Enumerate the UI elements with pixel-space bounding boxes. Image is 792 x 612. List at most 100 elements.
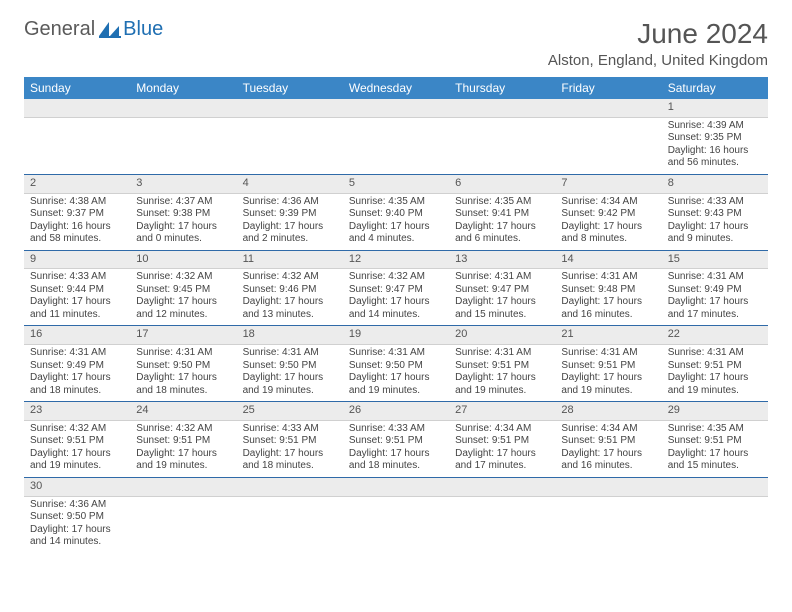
day-info: Sunrise: 4:31 AMSunset: 9:51 PMDaylight:… xyxy=(662,345,768,401)
day-info: Sunrise: 4:31 AMSunset: 9:48 PMDaylight:… xyxy=(555,269,661,325)
day-info: Sunrise: 4:35 AMSunset: 9:41 PMDaylight:… xyxy=(449,194,555,250)
daynum-row: . xyxy=(555,478,661,497)
day-info: Sunrise: 4:39 AMSunset: 9:35 PMDaylight:… xyxy=(662,118,768,174)
sunset-text: Sunset: 9:46 PM xyxy=(243,284,337,297)
day-number: 7 xyxy=(555,175,661,193)
day-number: 9 xyxy=(24,251,130,269)
calendar-cell: . xyxy=(24,99,130,174)
calendar-cell: 7Sunrise: 4:34 AMSunset: 9:42 PMDaylight… xyxy=(555,174,661,250)
sunrise-text: Sunrise: 4:39 AM xyxy=(668,120,762,133)
daylight-text: Daylight: 17 hours and 19 minutes. xyxy=(561,372,655,397)
calendar-cell: 12Sunrise: 4:32 AMSunset: 9:47 PMDayligh… xyxy=(343,250,449,326)
day-info: Sunrise: 4:37 AMSunset: 9:38 PMDaylight:… xyxy=(130,194,236,250)
calendar-week: 2Sunrise: 4:38 AMSunset: 9:37 PMDaylight… xyxy=(24,174,768,250)
calendar-cell: 27Sunrise: 4:34 AMSunset: 9:51 PMDayligh… xyxy=(449,402,555,478)
sunrise-text: Sunrise: 4:37 AM xyxy=(136,196,230,209)
sunrise-text: Sunrise: 4:31 AM xyxy=(668,271,762,284)
day-info: Sunrise: 4:33 AMSunset: 9:51 PMDaylight:… xyxy=(237,421,343,477)
day-info: Sunrise: 4:34 AMSunset: 9:42 PMDaylight:… xyxy=(555,194,661,250)
day-number: 4 xyxy=(237,175,343,193)
daynum-row: 13 xyxy=(449,251,555,270)
calendar-cell: 15Sunrise: 4:31 AMSunset: 9:49 PMDayligh… xyxy=(662,250,768,326)
daynum-row: 21 xyxy=(555,326,661,345)
daynum-row: 24 xyxy=(130,402,236,421)
day-info: Sunrise: 4:36 AMSunset: 9:39 PMDaylight:… xyxy=(237,194,343,250)
calendar-cell: . xyxy=(555,99,661,174)
daynum-row: 29 xyxy=(662,402,768,421)
sunset-text: Sunset: 9:51 PM xyxy=(136,435,230,448)
day-number: 12 xyxy=(343,251,449,269)
location-text: Alston, England, United Kingdom xyxy=(548,52,768,69)
calendar-cell: 29Sunrise: 4:35 AMSunset: 9:51 PMDayligh… xyxy=(662,402,768,478)
calendar-cell: 30Sunrise: 4:36 AMSunset: 9:50 PMDayligh… xyxy=(24,477,130,552)
day-number: 22 xyxy=(662,326,768,344)
daylight-text: Daylight: 16 hours and 56 minutes. xyxy=(668,145,762,170)
calendar-table: Sunday Monday Tuesday Wednesday Thursday… xyxy=(24,77,768,553)
calendar-cell: 9Sunrise: 4:33 AMSunset: 9:44 PMDaylight… xyxy=(24,250,130,326)
calendar-cell: 16Sunrise: 4:31 AMSunset: 9:49 PMDayligh… xyxy=(24,326,130,402)
sunrise-text: Sunrise: 4:33 AM xyxy=(668,196,762,209)
sunset-text: Sunset: 9:50 PM xyxy=(349,360,443,373)
day-info: Sunrise: 4:31 AMSunset: 9:49 PMDaylight:… xyxy=(24,345,130,401)
day-info: Sunrise: 4:31 AMSunset: 9:51 PMDaylight:… xyxy=(555,345,661,401)
sunrise-text: Sunrise: 4:32 AM xyxy=(30,423,124,436)
day-number: 25 xyxy=(237,402,343,420)
calendar-cell: 22Sunrise: 4:31 AMSunset: 9:51 PMDayligh… xyxy=(662,326,768,402)
sunrise-text: Sunrise: 4:34 AM xyxy=(455,423,549,436)
calendar-cell: 24Sunrise: 4:32 AMSunset: 9:51 PMDayligh… xyxy=(130,402,236,478)
daylight-text: Daylight: 17 hours and 19 minutes. xyxy=(455,372,549,397)
sunrise-text: Sunrise: 4:32 AM xyxy=(243,271,337,284)
calendar-cell: 18Sunrise: 4:31 AMSunset: 9:50 PMDayligh… xyxy=(237,326,343,402)
calendar-cell: 8Sunrise: 4:33 AMSunset: 9:43 PMDaylight… xyxy=(662,174,768,250)
day-header: Thursday xyxy=(449,77,555,99)
sunset-text: Sunset: 9:51 PM xyxy=(668,435,762,448)
daynum-row: . xyxy=(449,99,555,118)
daynum-row: 6 xyxy=(449,175,555,194)
day-number: 24 xyxy=(130,402,236,420)
calendar-week: ......1Sunrise: 4:39 AMSunset: 9:35 PMDa… xyxy=(24,99,768,174)
day-number: 27 xyxy=(449,402,555,420)
day-number: 14 xyxy=(555,251,661,269)
daynum-row: . xyxy=(343,99,449,118)
calendar-week: 23Sunrise: 4:32 AMSunset: 9:51 PMDayligh… xyxy=(24,402,768,478)
sunrise-text: Sunrise: 4:31 AM xyxy=(136,347,230,360)
daynum-row: . xyxy=(555,99,661,118)
daynum-row: 17 xyxy=(130,326,236,345)
daynum-row: . xyxy=(130,478,236,497)
day-info: Sunrise: 4:35 AMSunset: 9:40 PMDaylight:… xyxy=(343,194,449,250)
daylight-text: Daylight: 17 hours and 17 minutes. xyxy=(668,296,762,321)
daylight-text: Daylight: 17 hours and 18 minutes. xyxy=(243,448,337,473)
day-number: 10 xyxy=(130,251,236,269)
daylight-text: Daylight: 17 hours and 2 minutes. xyxy=(243,221,337,246)
daynum-row: 15 xyxy=(662,251,768,270)
daynum-row: 19 xyxy=(343,326,449,345)
day-info: Sunrise: 4:34 AMSunset: 9:51 PMDaylight:… xyxy=(449,421,555,477)
daylight-text: Daylight: 17 hours and 14 minutes. xyxy=(30,524,124,549)
day-number: 21 xyxy=(555,326,661,344)
day-info: Sunrise: 4:32 AMSunset: 9:51 PMDaylight:… xyxy=(130,421,236,477)
day-info: Sunrise: 4:32 AMSunset: 9:45 PMDaylight:… xyxy=(130,269,236,325)
sunset-text: Sunset: 9:44 PM xyxy=(30,284,124,297)
calendar-cell: 17Sunrise: 4:31 AMSunset: 9:50 PMDayligh… xyxy=(130,326,236,402)
title-block: June 2024 Alston, England, United Kingdo… xyxy=(548,18,768,69)
calendar-cell: . xyxy=(130,477,236,552)
sunrise-text: Sunrise: 4:33 AM xyxy=(243,423,337,436)
day-header: Friday xyxy=(555,77,661,99)
sunset-text: Sunset: 9:45 PM xyxy=(136,284,230,297)
day-header: Sunday xyxy=(24,77,130,99)
calendar-cell: . xyxy=(343,99,449,174)
day-number: 19 xyxy=(343,326,449,344)
daynum-row: . xyxy=(449,478,555,497)
brand-logo: General Blue xyxy=(24,18,163,41)
calendar-cell: 25Sunrise: 4:33 AMSunset: 9:51 PMDayligh… xyxy=(237,402,343,478)
sunset-text: Sunset: 9:50 PM xyxy=(243,360,337,373)
daylight-text: Daylight: 17 hours and 16 minutes. xyxy=(561,296,655,321)
day-number: 3 xyxy=(130,175,236,193)
calendar-cell: . xyxy=(237,477,343,552)
sunrise-text: Sunrise: 4:31 AM xyxy=(349,347,443,360)
day-info: Sunrise: 4:36 AMSunset: 9:50 PMDaylight:… xyxy=(24,497,130,553)
daynum-row: . xyxy=(343,478,449,497)
calendar-cell: . xyxy=(662,477,768,552)
sunrise-text: Sunrise: 4:33 AM xyxy=(30,271,124,284)
calendar-cell: 26Sunrise: 4:33 AMSunset: 9:51 PMDayligh… xyxy=(343,402,449,478)
